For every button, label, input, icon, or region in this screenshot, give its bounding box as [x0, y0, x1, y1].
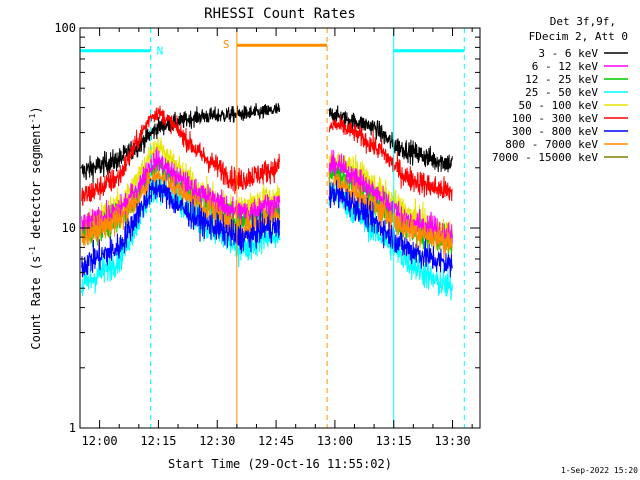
x-tick-label: 13:15: [376, 434, 412, 448]
data-layer: [81, 103, 453, 301]
axis-layer: 12:00 12:15 12:30 12:45 13:00 13:15 13:30 1 10 10…: [54, 21, 480, 448]
legend-label-6-12-kev: 6 - 12 keV: [532, 60, 599, 73]
legend-label-7000-15000-kev: 7000 - 15000 keV: [492, 151, 598, 164]
legend-label-800-7000-kev: 800 - 7000 keV: [505, 138, 598, 151]
y-axis-label: Count Rate (s-1 detector segment-1): [28, 106, 43, 349]
x-axis-label: Start Time (29-Oct-16 11:55:02): [168, 457, 392, 471]
y-tick-label: 100: [54, 21, 76, 35]
x-tick-label: 12:00: [82, 434, 118, 448]
y-axis-label-mid: detector segment: [29, 123, 43, 246]
x-tick-label: 13:30: [434, 434, 470, 448]
legend-label-12-25-kev: 12 - 25 keV: [525, 73, 598, 86]
y-tick-label: 1: [69, 421, 76, 435]
series-line-3-6-kev: [81, 103, 453, 184]
x-tick-label: 12:15: [140, 434, 176, 448]
legend-header-line-2: FDecim 2, Att 0: [529, 30, 628, 43]
night-label: N: [157, 45, 164, 58]
legend-label-100-300-kev: 100 - 300 keV: [512, 112, 598, 125]
legend-label-3-6-kev: 3 - 6 keV: [538, 47, 598, 60]
y-tick-label: 10: [62, 221, 76, 235]
legend-label-300-800-kev: 300 - 800 keV: [512, 125, 598, 138]
y-axis-label-sup1: -1: [28, 246, 37, 256]
y-axis-label-end: ): [29, 106, 43, 113]
x-tick-label: 12:45: [258, 434, 294, 448]
x-tick-label: 13:00: [317, 434, 353, 448]
y-axis-label-main: Count Rate (s: [29, 256, 43, 350]
series-line-300-800-kev: [81, 178, 453, 278]
series-line-100-300-kev: [81, 105, 453, 206]
y-axis-label-sup2: -1: [28, 113, 37, 123]
generation-timestamp: 1-Sep-2022 15:20: [561, 466, 638, 475]
chart-title: RHESSI Count Rates: [204, 6, 356, 22]
x-tick-label: 12:30: [199, 434, 235, 448]
legend-label-25-50-kev: 25 - 50 keV: [525, 86, 598, 99]
legend-label-50-100-kev: 50 - 100 keV: [519, 99, 599, 112]
legend-header-line-1: Det 3f,9f,: [550, 15, 616, 28]
saa-label: S: [223, 38, 230, 51]
